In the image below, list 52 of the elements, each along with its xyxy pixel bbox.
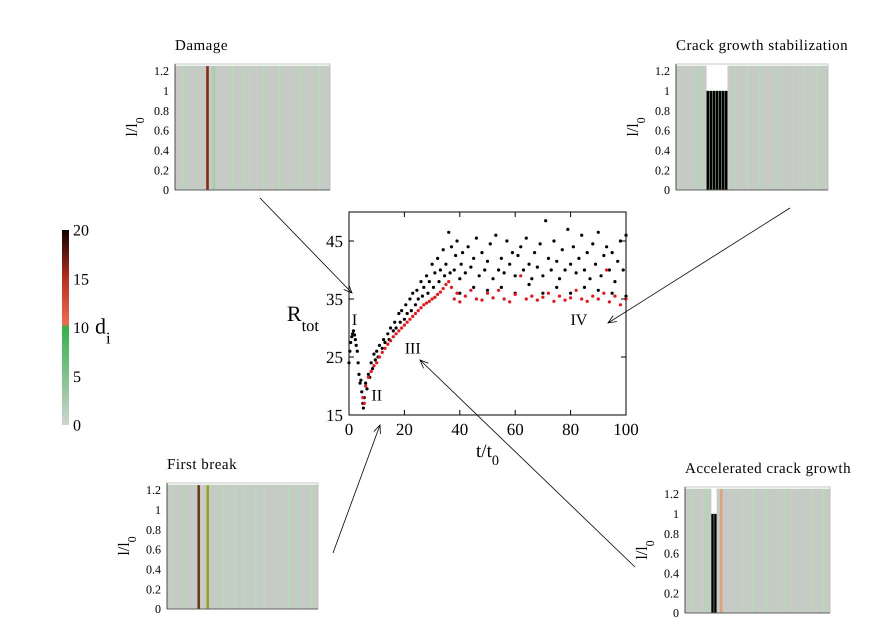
y-tick-label: 0: [673, 606, 679, 620]
y-tick-label: 0.4: [154, 144, 169, 158]
y-tick-label: 1.2: [146, 483, 161, 498]
x-tick-label: 20: [396, 420, 413, 439]
x-tick-label: 80: [562, 420, 580, 439]
y-tick-label: 0.4: [655, 144, 670, 158]
color-bar-title: d$_{i}$: [95, 314, 111, 347]
annotation: I: [352, 312, 358, 330]
y-tick-label: 1: [155, 502, 161, 517]
color-bar-label: 10: [73, 320, 89, 338]
x-tick-label: 40: [451, 420, 468, 439]
x-axis-title: t/t$_{0}$: [476, 441, 499, 469]
y-axis-title: R$_{tot}$: [286, 301, 320, 335]
color-bar-label: 5: [73, 368, 81, 386]
y-tick-label: 0.6: [655, 124, 670, 138]
y-tick-label: 1.2: [154, 64, 169, 78]
y-tick-label: 0: [155, 602, 161, 616]
y-tick-label: 25: [326, 348, 343, 367]
y-tick-label: 0.8: [655, 104, 670, 118]
chart-title: Crack growth stabilization: [676, 38, 848, 54]
y-tick-label: 0: [163, 183, 169, 198]
y-tick-label: 1: [664, 84, 670, 98]
color-bar-label: 20: [73, 222, 89, 240]
y-tick-label: 1: [163, 84, 169, 98]
chart-title: Damage: [175, 38, 228, 54]
y-tick-label: 1.2: [655, 64, 670, 78]
y-tick-label: 0.8: [664, 526, 679, 541]
annotation: II: [371, 387, 382, 404]
y-tick-label: 1: [673, 506, 679, 521]
chart-title: Accelerated crack growth: [685, 461, 852, 477]
annotation: III: [404, 340, 421, 358]
annotation: IV: [570, 312, 588, 330]
x-tick-label: 100: [613, 420, 639, 439]
y-tick-label: 15: [326, 406, 343, 425]
y-tick-label: 0.2: [146, 582, 161, 596]
y-tick-label: 0.8: [146, 522, 161, 537]
y-tick-label: 0.2: [655, 163, 670, 178]
y-tick-label: 45: [326, 232, 343, 251]
chart-title: First break: [167, 457, 238, 473]
y-tick-label: 1.2: [664, 487, 679, 502]
y-tick-label: 0.4: [664, 566, 679, 581]
y-tick-label: 0: [664, 183, 670, 198]
y-tick-label: 0.4: [146, 562, 161, 577]
y-tick-label: 0.6: [146, 542, 161, 557]
x-tick-label: 60: [506, 420, 524, 439]
y-tick-label: 0.2: [664, 586, 679, 600]
y-tick-label: 0.2: [154, 163, 169, 178]
color-bar-label: 15: [73, 271, 89, 288]
y-tick-label: 0.6: [664, 546, 679, 561]
y-tick-label: 35: [326, 290, 343, 309]
y-tick-label: 0.8: [154, 104, 169, 118]
y-tick-label: 0.6: [154, 124, 169, 138]
